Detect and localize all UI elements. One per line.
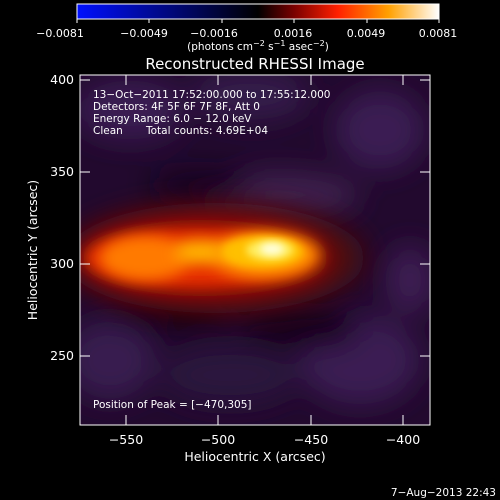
- y-tick-0: 400: [50, 72, 74, 87]
- axis-ticks: [80, 75, 430, 425]
- colorbar-tick-4: 0.0049: [347, 27, 386, 40]
- info-clean: Clean: [93, 125, 123, 137]
- info-energy-range: Energy Range: 6.0 − 12.0 keV: [93, 113, 252, 125]
- colorbar-tick-0: −0.0081: [36, 27, 84, 40]
- colorbar-tick-3: 0.0016: [274, 27, 313, 40]
- x-tick-1: −500: [201, 432, 235, 447]
- rhessi-image: [80, 75, 430, 425]
- colorbar-tick-2: −0.0016: [190, 27, 238, 40]
- info-total-counts: Total counts: 4.69E+04: [145, 125, 268, 137]
- x-tick-2: −450: [294, 432, 328, 447]
- colorbar-tick-5: 0.0081: [419, 27, 458, 40]
- x-tick-0: −550: [109, 432, 143, 447]
- y-tick-1: 350: [50, 164, 74, 179]
- observation-info: 13−Oct−2011 17:52:00.000 to 17:55:12.000…: [93, 89, 330, 137]
- colorbar-gradient: [76, 3, 440, 20]
- info-detectors: Detectors: 4F 5F 6F 7F 8F, Att 0: [93, 101, 260, 113]
- colorbar-tick-marks: [76, 19, 440, 23]
- plot-title: Reconstructed RHESSI Image: [145, 55, 364, 73]
- emission-source: [80, 203, 365, 313]
- colorbar: −0.0081 −0.0049 −0.0016 0.0016 0.0049 0.…: [36, 3, 458, 53]
- colorbar-unit: (photons cm−2 s−1 asec−2): [187, 39, 329, 53]
- y-tick-3: 250: [50, 348, 74, 363]
- colorbar-tick-1: −0.0049: [120, 27, 168, 40]
- peak-position: Position of Peak = [−470,305]: [93, 399, 252, 411]
- y-axis-label: Heliocentric Y (arcsec): [25, 180, 40, 320]
- y-tick-2: 300: [50, 256, 74, 271]
- plot-frame: [79, 74, 431, 426]
- x-axis-label: Heliocentric X (arcsec): [184, 449, 325, 464]
- footer-date: 7−Aug−2013 22:43: [391, 487, 496, 499]
- x-tick-3: −400: [386, 432, 420, 447]
- info-time-range: 13−Oct−2011 17:52:00.000 to 17:55:12.000: [93, 89, 330, 101]
